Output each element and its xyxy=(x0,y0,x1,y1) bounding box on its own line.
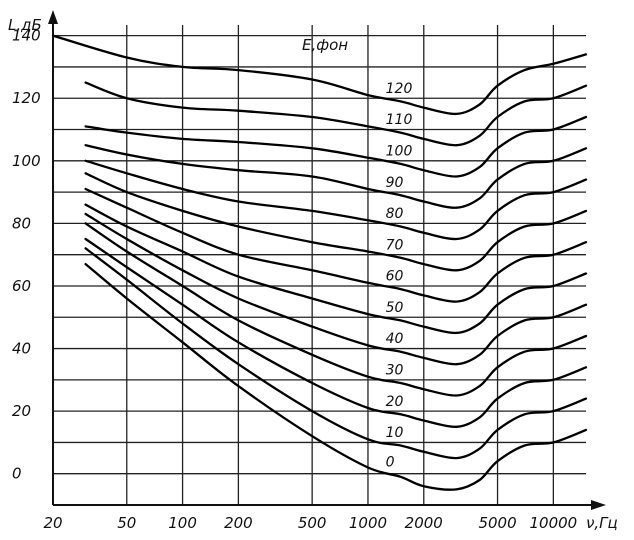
x-tick-label: 2000 xyxy=(405,514,443,532)
curve-label-30: 30 xyxy=(386,363,404,379)
axes xyxy=(48,10,606,510)
y-tick-label: 60 xyxy=(12,277,31,295)
curve-90 xyxy=(84,144,588,209)
curve-label-80: 80 xyxy=(386,206,404,222)
x-axis-arrow xyxy=(591,500,606,510)
curve-20 xyxy=(84,237,588,428)
y-tick-label: 0 xyxy=(12,465,22,483)
curve-120 xyxy=(51,34,588,116)
curve-label-60: 60 xyxy=(386,269,404,285)
curve-40 xyxy=(84,212,588,366)
curve-10 xyxy=(84,247,588,460)
curve-label-120: 120 xyxy=(386,81,413,97)
y-axis-arrow xyxy=(48,10,58,24)
curve-label-40: 40 xyxy=(386,331,404,347)
series-group xyxy=(51,34,588,491)
y-tick-label: 120 xyxy=(12,89,41,107)
curve-label-110: 110 xyxy=(386,112,413,128)
curve-label-20: 20 xyxy=(386,394,404,410)
curve-60 xyxy=(84,187,588,303)
y-axis-title: L,дБ xyxy=(8,16,42,34)
x-tick-label: 20 xyxy=(43,514,62,532)
y-tick-label: 20 xyxy=(12,402,31,420)
curve-70 xyxy=(84,172,588,272)
x-tick-label: 10000 xyxy=(529,514,577,532)
curve-50 xyxy=(84,203,588,335)
x-tick-label: 500 xyxy=(298,514,327,532)
y-tick-label: 140 xyxy=(12,27,41,45)
curve-100 xyxy=(84,115,588,178)
y-tick-label: 80 xyxy=(12,214,31,232)
curve-label-0: 0 xyxy=(386,455,395,471)
curve-label-70: 70 xyxy=(386,237,404,253)
x-tick-label: 1000 xyxy=(349,514,387,532)
grid xyxy=(53,25,586,505)
legend-title: E,фон xyxy=(302,36,348,54)
curve-label-50: 50 xyxy=(386,300,404,316)
curve-80 xyxy=(84,159,588,241)
y-tick-label: 100 xyxy=(12,152,41,170)
x-tick-label: 200 xyxy=(224,514,253,532)
curve-label-100: 100 xyxy=(386,143,413,159)
curve-label-10: 10 xyxy=(386,425,404,441)
x-tick-label: 100 xyxy=(168,514,197,532)
x-tick-label: 5000 xyxy=(478,514,516,532)
curve-label-90: 90 xyxy=(386,175,404,191)
curve-110 xyxy=(84,81,588,147)
x-tick-label: 50 xyxy=(117,514,136,532)
x-axis-title: ν,Гц xyxy=(586,514,618,532)
y-tick-label: 40 xyxy=(12,340,31,358)
curve-30 xyxy=(84,222,588,397)
curve-0 xyxy=(84,262,588,491)
